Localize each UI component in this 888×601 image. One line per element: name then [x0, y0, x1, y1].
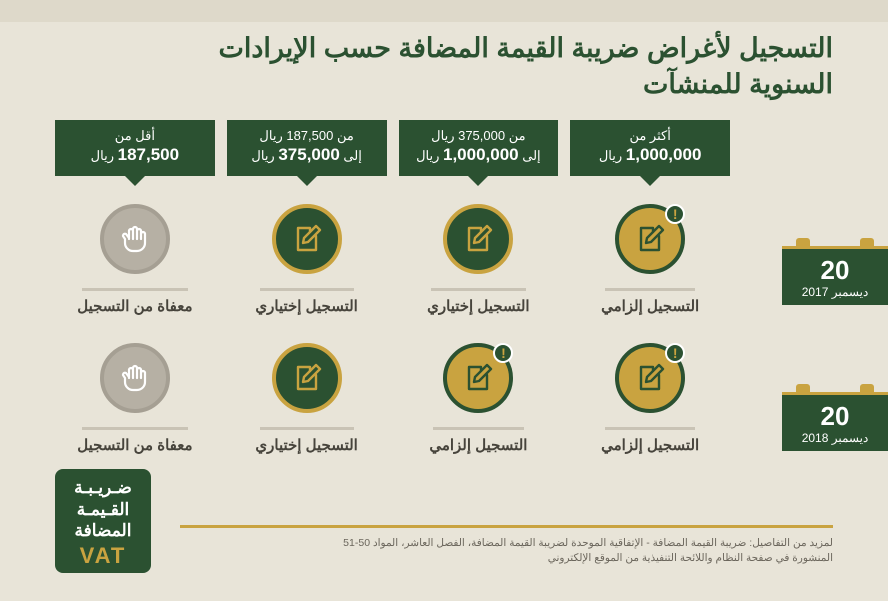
status-label: التسجيل إختياري — [255, 436, 357, 454]
cell-r1-c2: التسجيل إختياري — [255, 176, 357, 315]
bracket-unit: ريال — [251, 148, 274, 163]
hand-stop-icon — [100, 343, 170, 413]
date-box: 20 ديسمبر 2018 — [782, 392, 888, 451]
cell-r2-c1: معفاة من التسجيل — [77, 315, 192, 454]
divider — [82, 288, 188, 291]
vat-logo-ar-2: القـيمـة — [61, 499, 145, 520]
cell-r1-c4: ! التسجيل إلزامي — [601, 176, 699, 315]
bracket-unit: ريال — [91, 148, 114, 163]
status-label: التسجيل إلزامي — [429, 436, 527, 454]
status-label: التسجيل إلزامي — [601, 297, 699, 315]
bracket-prefix: إلى — [343, 148, 361, 163]
brackets-grid: أقل من 187,500 ريال معفاة من التسجيل معف… — [55, 120, 730, 454]
divider — [260, 427, 354, 430]
status-label: معفاة من التسجيل — [77, 297, 192, 315]
alert-badge-icon: ! — [665, 204, 685, 224]
register-pen-icon: ! — [615, 343, 685, 413]
vat-logo-ar-1: ضـريـبـة — [61, 477, 145, 498]
bracket-head-1: أقل من 187,500 ريال — [55, 120, 215, 176]
cell-r1-c3: التسجيل إختياري — [427, 176, 529, 315]
footer-note: لمزيد من التفاصيل: ضريبة القيمة المضافة … — [180, 525, 833, 568]
cell-r2-c3: ! التسجيل إلزامي — [429, 315, 527, 454]
divider — [260, 288, 354, 291]
hand-stop-icon — [100, 204, 170, 274]
bracket-amount: 375,000 — [278, 145, 339, 164]
page-title: التسجيل لأغراض ضريبة القيمة المضافة حسب … — [218, 30, 833, 103]
status-label: معفاة من التسجيل — [77, 436, 192, 454]
register-pen-icon — [272, 204, 342, 274]
title-line-2: السنوية للمنشآت — [218, 66, 833, 102]
bracket-unit: ريال — [599, 148, 622, 163]
status-label: التسجيل إختياري — [255, 297, 357, 315]
date-box: 20 ديسمبر 2017 — [782, 246, 888, 305]
decor-top-stripe — [0, 0, 888, 22]
divider — [82, 427, 188, 430]
alert-badge-icon: ! — [665, 343, 685, 363]
vat-logo-en: VAT — [61, 543, 145, 569]
footer-line-2: المنشورة في صفحة النظام واللائحة التنفيذ… — [180, 551, 833, 567]
cell-r2-c4: ! التسجيل إلزامي — [601, 315, 699, 454]
bracket-amount: 1,000,000 — [626, 145, 702, 164]
register-pen-icon — [443, 204, 513, 274]
date-month-year: ديسمبر 2018 — [786, 431, 884, 445]
status-label: التسجيل إلزامي — [601, 436, 699, 454]
divider — [605, 427, 695, 430]
date-day: 20 — [786, 403, 884, 429]
bracket-col-4: أكثر من 1,000,000 ريال ! التسجيل إلزامي !… — [570, 120, 730, 454]
bracket-col-3: من 375,000 ريال إلى 1,000,000 ريال التسج… — [399, 120, 559, 454]
bracket-amount: 1,000,000 — [443, 145, 519, 164]
vat-logo: ضـريـبـة القـيمـة المضافة VAT — [55, 469, 151, 573]
bracket-col-1: أقل من 187,500 ريال معفاة من التسجيل معف… — [55, 120, 215, 454]
register-pen-icon: ! — [615, 204, 685, 274]
bracket-top: من 187,500 ريال — [231, 128, 383, 144]
divider — [431, 288, 525, 291]
bracket-prefix: إلى — [522, 148, 540, 163]
register-pen-icon: ! — [443, 343, 513, 413]
date-tag-2018: 20 ديسمبر 2018 — [782, 384, 888, 451]
bracket-head-4: أكثر من 1,000,000 ريال — [570, 120, 730, 176]
bracket-top: أقل من — [59, 128, 211, 144]
title-line-1: التسجيل لأغراض ضريبة القيمة المضافة حسب … — [218, 30, 833, 66]
vat-logo-ar-3: المضافة — [61, 520, 145, 541]
bracket-top: من 375,000 ريال — [403, 128, 555, 144]
date-month-year: ديسمبر 2017 — [786, 285, 884, 299]
date-tag-2017: 20 ديسمبر 2017 — [782, 238, 888, 305]
bracket-head-3: من 375,000 ريال إلى 1,000,000 ريال — [399, 120, 559, 176]
divider — [605, 288, 695, 291]
register-pen-icon — [272, 343, 342, 413]
status-label: التسجيل إختياري — [427, 297, 529, 315]
cell-r1-c1: معفاة من التسجيل — [77, 176, 192, 315]
divider — [433, 427, 523, 430]
footer-line-1: لمزيد من التفاصيل: ضريبة القيمة المضافة … — [180, 536, 833, 552]
bracket-amount: 187,500 — [118, 145, 179, 164]
bracket-top: أكثر من — [574, 128, 726, 144]
bracket-unit: ريال — [416, 148, 439, 163]
bracket-col-2: من 187,500 ريال إلى 375,000 ريال التسجيل… — [227, 120, 387, 454]
alert-badge-icon: ! — [493, 343, 513, 363]
cell-r2-c2: التسجيل إختياري — [255, 315, 357, 454]
bracket-head-2: من 187,500 ريال إلى 375,000 ريال — [227, 120, 387, 176]
date-day: 20 — [786, 257, 884, 283]
